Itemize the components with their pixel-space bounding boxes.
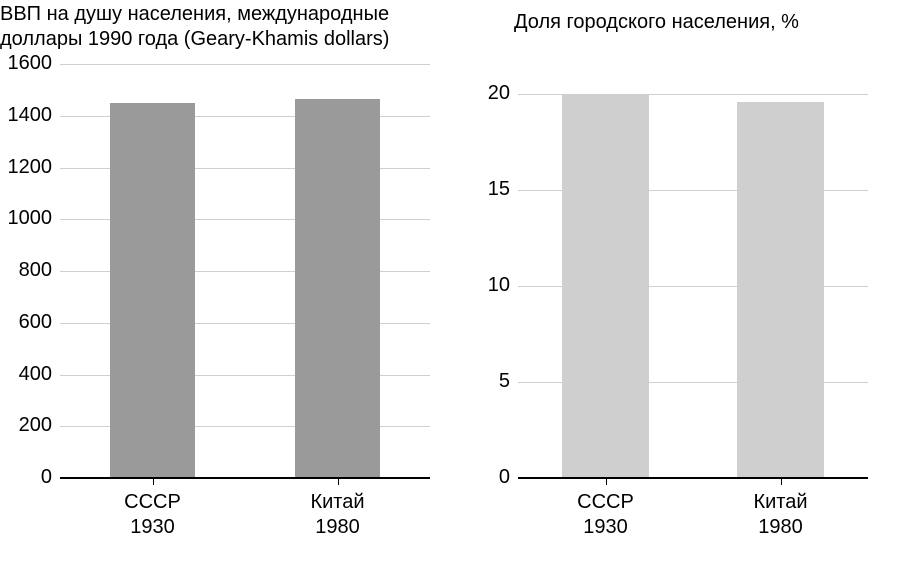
y-tick-label: 5 [465, 370, 510, 393]
y-tick-label: 10 [465, 274, 510, 297]
x-axis [518, 477, 868, 479]
chart-title: Доля городского населения, % [514, 10, 874, 35]
x-label-line2: 1930 [518, 515, 693, 540]
x-label-line1: Китай [693, 490, 868, 515]
y-tick-label: 0 [0, 466, 52, 489]
x-tick [153, 478, 154, 485]
x-label-line1: Китай [245, 490, 430, 515]
x-tick [781, 478, 782, 485]
bar [562, 94, 650, 478]
bar [110, 103, 195, 478]
x-label: Китай1980 [693, 490, 868, 540]
x-label-line2: 1980 [245, 515, 430, 540]
y-tick-label: 1000 [0, 207, 52, 230]
x-label-line1: СССР [60, 490, 245, 515]
y-tick-label: 1400 [0, 104, 52, 127]
x-tick [338, 478, 339, 485]
x-axis [60, 477, 430, 479]
y-tick-label: 400 [0, 363, 52, 386]
y-tick-label: 0 [465, 466, 510, 489]
y-tick-label: 200 [0, 414, 52, 437]
y-tick-label: 1600 [0, 52, 52, 75]
y-tick-label: 600 [0, 311, 52, 334]
y-tick-label: 800 [0, 259, 52, 282]
plot-area [518, 94, 868, 478]
grid-line [60, 64, 430, 65]
x-label: Китай1980 [245, 490, 430, 540]
x-label-line2: 1980 [693, 515, 868, 540]
plot-area [60, 64, 430, 478]
x-label-line1: СССР [518, 490, 693, 515]
chart-pair: ВВП на душу населения, международные дол… [0, 0, 900, 561]
y-tick-label: 20 [465, 82, 510, 105]
panel-gdp: ВВП на душу населения, международные дол… [0, 0, 460, 561]
bar [737, 102, 825, 478]
x-tick [606, 478, 607, 485]
x-label: СССР1930 [60, 490, 245, 540]
y-tick-label: 15 [465, 178, 510, 201]
x-label-line2: 1930 [60, 515, 245, 540]
bar [295, 99, 380, 478]
x-label: СССР1930 [518, 490, 693, 540]
panel-urban: Доля городского населения, % 0 5 10 15 20 СССР… [460, 0, 900, 561]
chart-title: ВВП на душу населения, международные дол… [0, 2, 430, 52]
y-tick-label: 1200 [0, 156, 52, 179]
